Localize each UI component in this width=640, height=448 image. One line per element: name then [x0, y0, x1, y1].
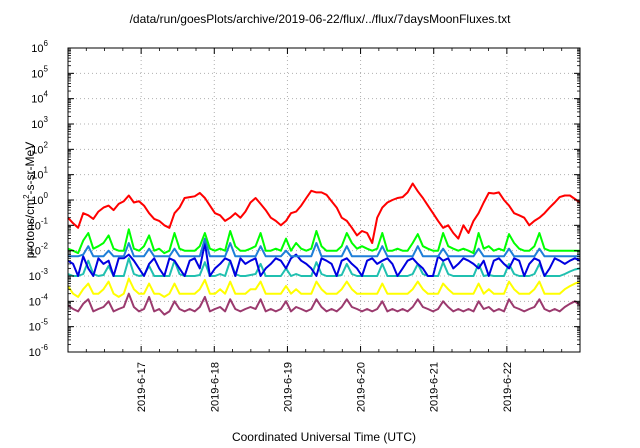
series-line	[67, 228, 580, 255]
y-tick-label: 10-6	[29, 343, 49, 359]
chart-title: /data/run/goesPlots/archive/2019-06-22/f…	[130, 12, 512, 26]
y-tick-label: 10-5	[29, 318, 49, 334]
y-tick-label: 101	[31, 166, 48, 182]
y-tick-label: 105	[31, 64, 48, 80]
y-tick-label: 10-4	[29, 292, 49, 308]
x-tick-label: 2019-6-19	[282, 362, 294, 412]
series-line	[67, 242, 581, 277]
series-lines	[67, 182, 581, 316]
x-tick-label: 2019-6-21	[429, 362, 441, 412]
y-tick-label: 106	[31, 39, 48, 55]
y-tick-label: 100	[31, 191, 48, 207]
x-tick-label: 2019-6-22	[502, 362, 514, 412]
y-axis-label: protons/cm2-s-sr-MeV	[22, 142, 37, 258]
y-tick-label: 102	[31, 140, 48, 156]
series-line	[67, 292, 581, 316]
series-line	[67, 277, 581, 298]
axis-ticks	[68, 47, 580, 353]
y-axis-tick-labels: 10-6 10-5 10-4 10-3 10-2 10-1 100 101 102 103 104 1…	[29, 39, 49, 359]
x-tick-label: 2019-6-17	[136, 362, 148, 412]
y-tick-label: 10-2	[29, 242, 49, 258]
y-tick-label: 104	[31, 90, 48, 106]
x-axis-tick-labels: 2019-6-17 2019-6-18 2019-6-19 2019-6-20 2019…	[136, 362, 514, 412]
x-axis-label: Coordinated Universal Time (UTC)	[232, 430, 416, 444]
x-tick-label: 2019-6-20	[356, 362, 368, 412]
y-tick-label: 103	[31, 115, 48, 131]
series-line	[67, 182, 581, 244]
y-tick-label: 10-3	[29, 267, 49, 283]
series-line	[67, 257, 581, 277]
series-line	[68, 237, 580, 258]
x-tick-label: 2019-6-18	[209, 362, 221, 412]
y-tick-label: 10-1	[29, 216, 49, 232]
